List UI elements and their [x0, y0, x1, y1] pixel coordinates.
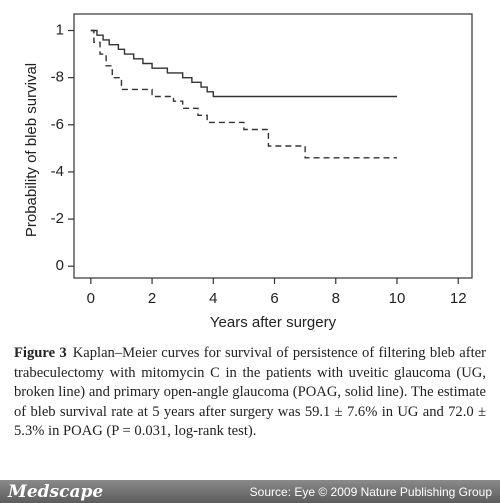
y-tick-label: 0: [56, 257, 64, 274]
y-axis-label: Probability of bleb survival: [23, 63, 40, 237]
y-tick-label: -8: [51, 69, 64, 86]
x-tick-label: 4: [209, 290, 217, 307]
x-tick-label: 12: [450, 290, 467, 307]
x-tick-label: 8: [332, 290, 340, 307]
plot-frame: [73, 13, 473, 279]
brand: Medscape: [8, 482, 104, 502]
y-tick-label: -4: [51, 163, 64, 180]
dashed-curve: [90, 29, 397, 159]
caption-label: Figure 3: [14, 345, 67, 361]
solid-curve: [90, 29, 397, 98]
footer: Medscape Source: Eye © 2009 Nature Publi…: [0, 480, 500, 503]
source: Source: Eye © 2009 Nature Publishing Gro…: [249, 485, 492, 499]
y-tick-label: -2: [51, 210, 64, 227]
y-tick-label: 1: [56, 21, 64, 38]
caption-text: Kaplan–Meier curves for survival of pers…: [14, 345, 486, 439]
chart: Probability of bleb survival Years after…: [23, 13, 473, 331]
x-tick-label: 6: [270, 290, 278, 307]
caption: Figure 3 Kaplan–Meier curves for survival…: [14, 344, 486, 442]
x-tick-label: 10: [389, 290, 406, 307]
x-axis-label: Years after surgery: [210, 314, 337, 331]
x-tick-label: 2: [148, 290, 156, 307]
x-tick-label: 0: [87, 290, 95, 307]
y-tick-label: -6: [51, 116, 64, 133]
